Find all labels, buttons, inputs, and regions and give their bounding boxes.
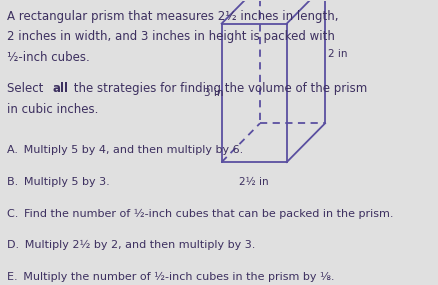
Text: 3 in: 3 in [205,88,224,98]
Text: A rectangular prism that measures 2½ inches in length,: A rectangular prism that measures 2½ inc… [7,10,339,23]
Text: in cubic inches.: in cubic inches. [7,103,99,116]
Text: the strategies for finding the volume of the prism: the strategies for finding the volume of… [71,82,368,95]
Text: all: all [53,82,68,95]
Text: Select: Select [7,82,47,95]
Text: 2½ in: 2½ in [240,177,269,187]
Text: 2 inches in width, and 3 inches in height is packed with: 2 inches in width, and 3 inches in heigh… [7,30,335,44]
Text: C. Find the number of ½-inch cubes that can be packed in the prism.: C. Find the number of ½-inch cubes that … [7,209,394,219]
Text: ½-inch cubes.: ½-inch cubes. [7,51,90,64]
Text: B. Multiply 5 by 3.: B. Multiply 5 by 3. [7,177,110,187]
Text: E. Multiply the number of ½-inch cubes in the prism by ⅛.: E. Multiply the number of ½-inch cubes i… [7,272,335,282]
Text: A. Multiply 5 by 4, and then multiply by 6.: A. Multiply 5 by 4, and then multiply by… [7,145,244,155]
Text: 2 in: 2 in [328,49,348,59]
Text: D. Multiply 2½ by 2, and then multiply by 3.: D. Multiply 2½ by 2, and then multiply b… [7,240,255,251]
